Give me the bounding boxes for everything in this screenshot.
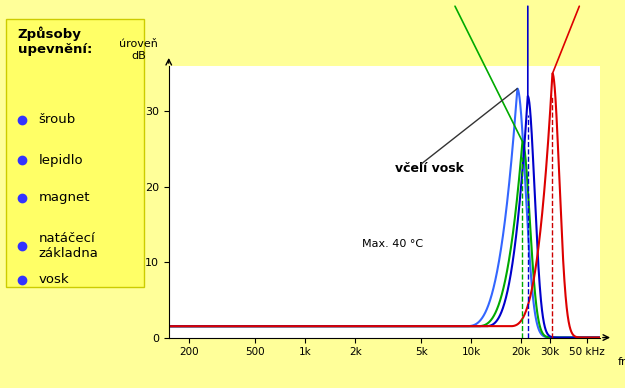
Text: šroub: šroub — [38, 113, 76, 126]
Text: magnet: magnet — [38, 191, 90, 204]
Y-axis label: úroveň
dB: úroveň dB — [119, 39, 158, 61]
FancyBboxPatch shape — [6, 19, 144, 287]
Text: včelí vosk: včelí vosk — [396, 161, 464, 175]
Text: lepidlo: lepidlo — [38, 154, 83, 167]
Text: natáčecí
základna: natáčecí základna — [38, 232, 98, 260]
Text: Způsoby
upevnění:: Způsoby upevnění: — [18, 26, 92, 56]
Text: Max. 40 °C: Max. 40 °C — [362, 239, 423, 249]
Text: frekvence: frekvence — [618, 357, 625, 367]
Text: vosk: vosk — [38, 273, 69, 286]
